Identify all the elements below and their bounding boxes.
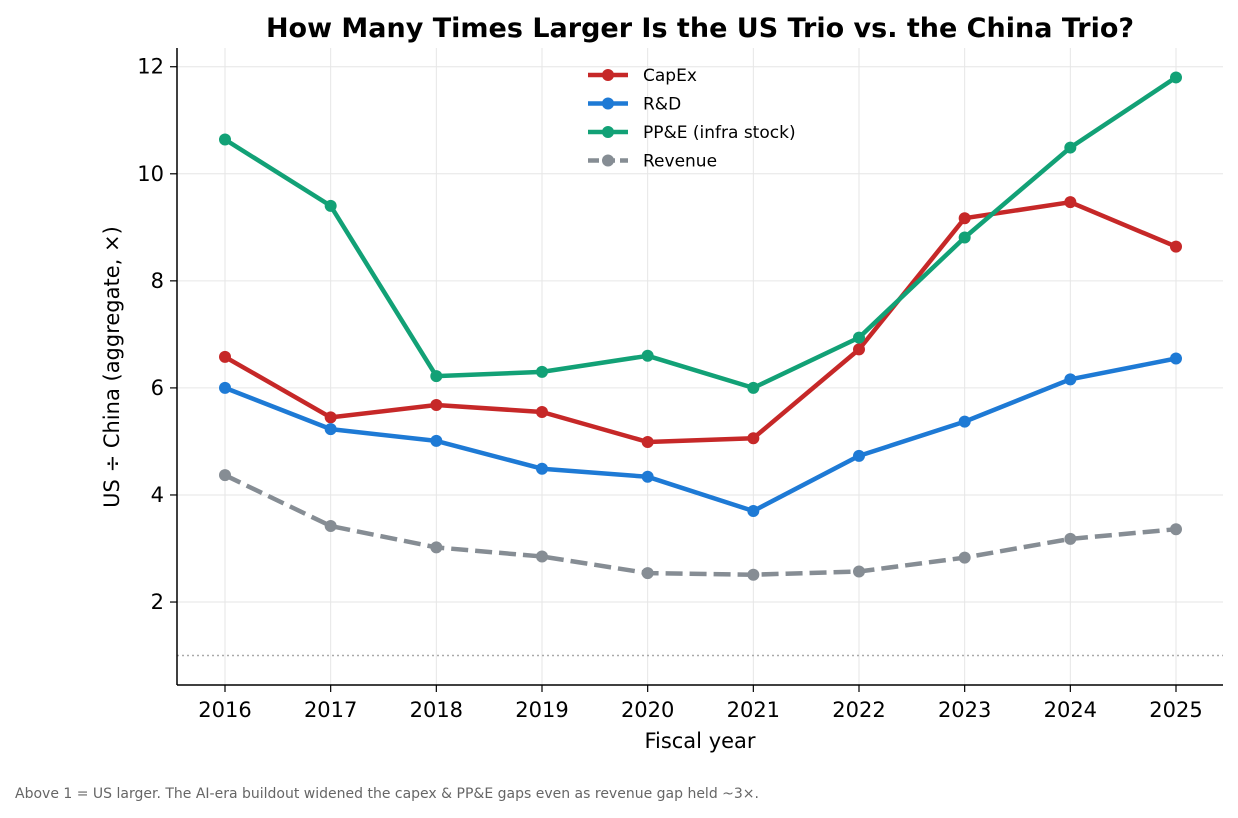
data-point (641, 435, 654, 448)
footnote: Above 1 = US larger. The AI-era buildout… (15, 786, 759, 802)
x-tick-label: 2022 (832, 698, 885, 722)
y-tick-label: 2 (151, 590, 164, 614)
legend-swatch-marker (602, 97, 614, 110)
data-point (1170, 523, 1182, 536)
legend-label: R&D (643, 95, 681, 115)
data-point (430, 399, 443, 412)
series-line (223, 75, 1178, 391)
legend-item: PP&E (infra stock) (588, 123, 796, 143)
series-1 (219, 352, 1182, 518)
data-point (853, 565, 865, 578)
x-tick-label: 2021 (727, 698, 780, 722)
legend-label: Revenue (643, 152, 717, 172)
tick-labels: 2016 2017 2018 2019 2020 2021 2022 2023 2024 2025… (137, 55, 1202, 722)
data-point (958, 231, 971, 244)
data-point (1064, 141, 1077, 154)
data-point (324, 423, 337, 436)
data-point (958, 551, 971, 564)
data-point (219, 469, 231, 482)
data-point (641, 349, 654, 362)
data-point (1064, 196, 1077, 209)
data-point (1064, 373, 1077, 386)
series-3 (219, 469, 1182, 581)
data-point (747, 381, 760, 394)
data-point (1170, 352, 1182, 365)
data-point (430, 370, 443, 383)
x-tick-label: 2024 (1044, 698, 1097, 722)
legend-item: CapEx (588, 66, 697, 86)
x-tick-label: 2023 (938, 698, 991, 722)
data-point (219, 381, 231, 394)
series-line (223, 199, 1177, 445)
legend: CapEx R&D PP&E (infra stock) Revenue (588, 66, 796, 172)
x-tick-label: 2018 (410, 698, 463, 722)
x-axis-label: Fiscal year (644, 729, 755, 753)
data-point (324, 199, 337, 212)
legend-swatch-marker (602, 69, 614, 81)
y-tick-label: 8 (151, 269, 164, 293)
y-tick-label: 10 (137, 162, 164, 186)
series-line (224, 473, 1177, 577)
data-point (853, 343, 865, 356)
data-point (958, 415, 971, 428)
data-point (641, 470, 654, 483)
data-point (958, 212, 971, 225)
data-point (641, 567, 654, 580)
data-point (536, 462, 548, 475)
legend-swatch-marker (602, 126, 614, 138)
x-tick-label: 2020 (621, 698, 674, 722)
data-point (747, 505, 760, 518)
data-point (1064, 532, 1077, 545)
y-tick-label: 12 (137, 55, 164, 79)
series-2 (219, 71, 1182, 394)
chart-title: How Many Times Larger Is the US Trio vs.… (266, 13, 1134, 44)
data-point (324, 411, 337, 424)
data-point (324, 520, 337, 533)
series-line (224, 356, 1177, 514)
data-point (853, 331, 865, 344)
y-tick-label: 6 (151, 376, 164, 400)
data-point (219, 350, 231, 363)
legend-label: PP&E (infra stock) (643, 123, 796, 143)
series-0 (219, 196, 1182, 448)
data-point (747, 568, 760, 581)
x-tick-label: 2016 (198, 698, 251, 722)
legend-label: CapEx (643, 66, 697, 86)
data-point (536, 406, 548, 418)
series-layer (219, 71, 1182, 581)
data-point (536, 365, 548, 378)
x-tick-label: 2019 (515, 698, 568, 722)
data-point (1170, 71, 1182, 84)
data-point (219, 133, 231, 146)
data-point (430, 434, 443, 447)
y-axis-label: US ÷ China (aggregate, ×) (100, 226, 124, 508)
y-tick-label: 4 (151, 483, 164, 507)
legend-swatch-marker (602, 154, 614, 167)
axes (176, 48, 1223, 686)
data-point (853, 449, 865, 462)
data-point (747, 432, 760, 445)
x-tick-label: 2025 (1149, 698, 1202, 722)
legend-item: R&D (588, 95, 681, 115)
data-point (430, 541, 443, 554)
legend-item: Revenue (588, 152, 717, 172)
data-point (1170, 240, 1182, 253)
x-tick-label: 2017 (304, 698, 357, 722)
data-point (536, 550, 548, 563)
